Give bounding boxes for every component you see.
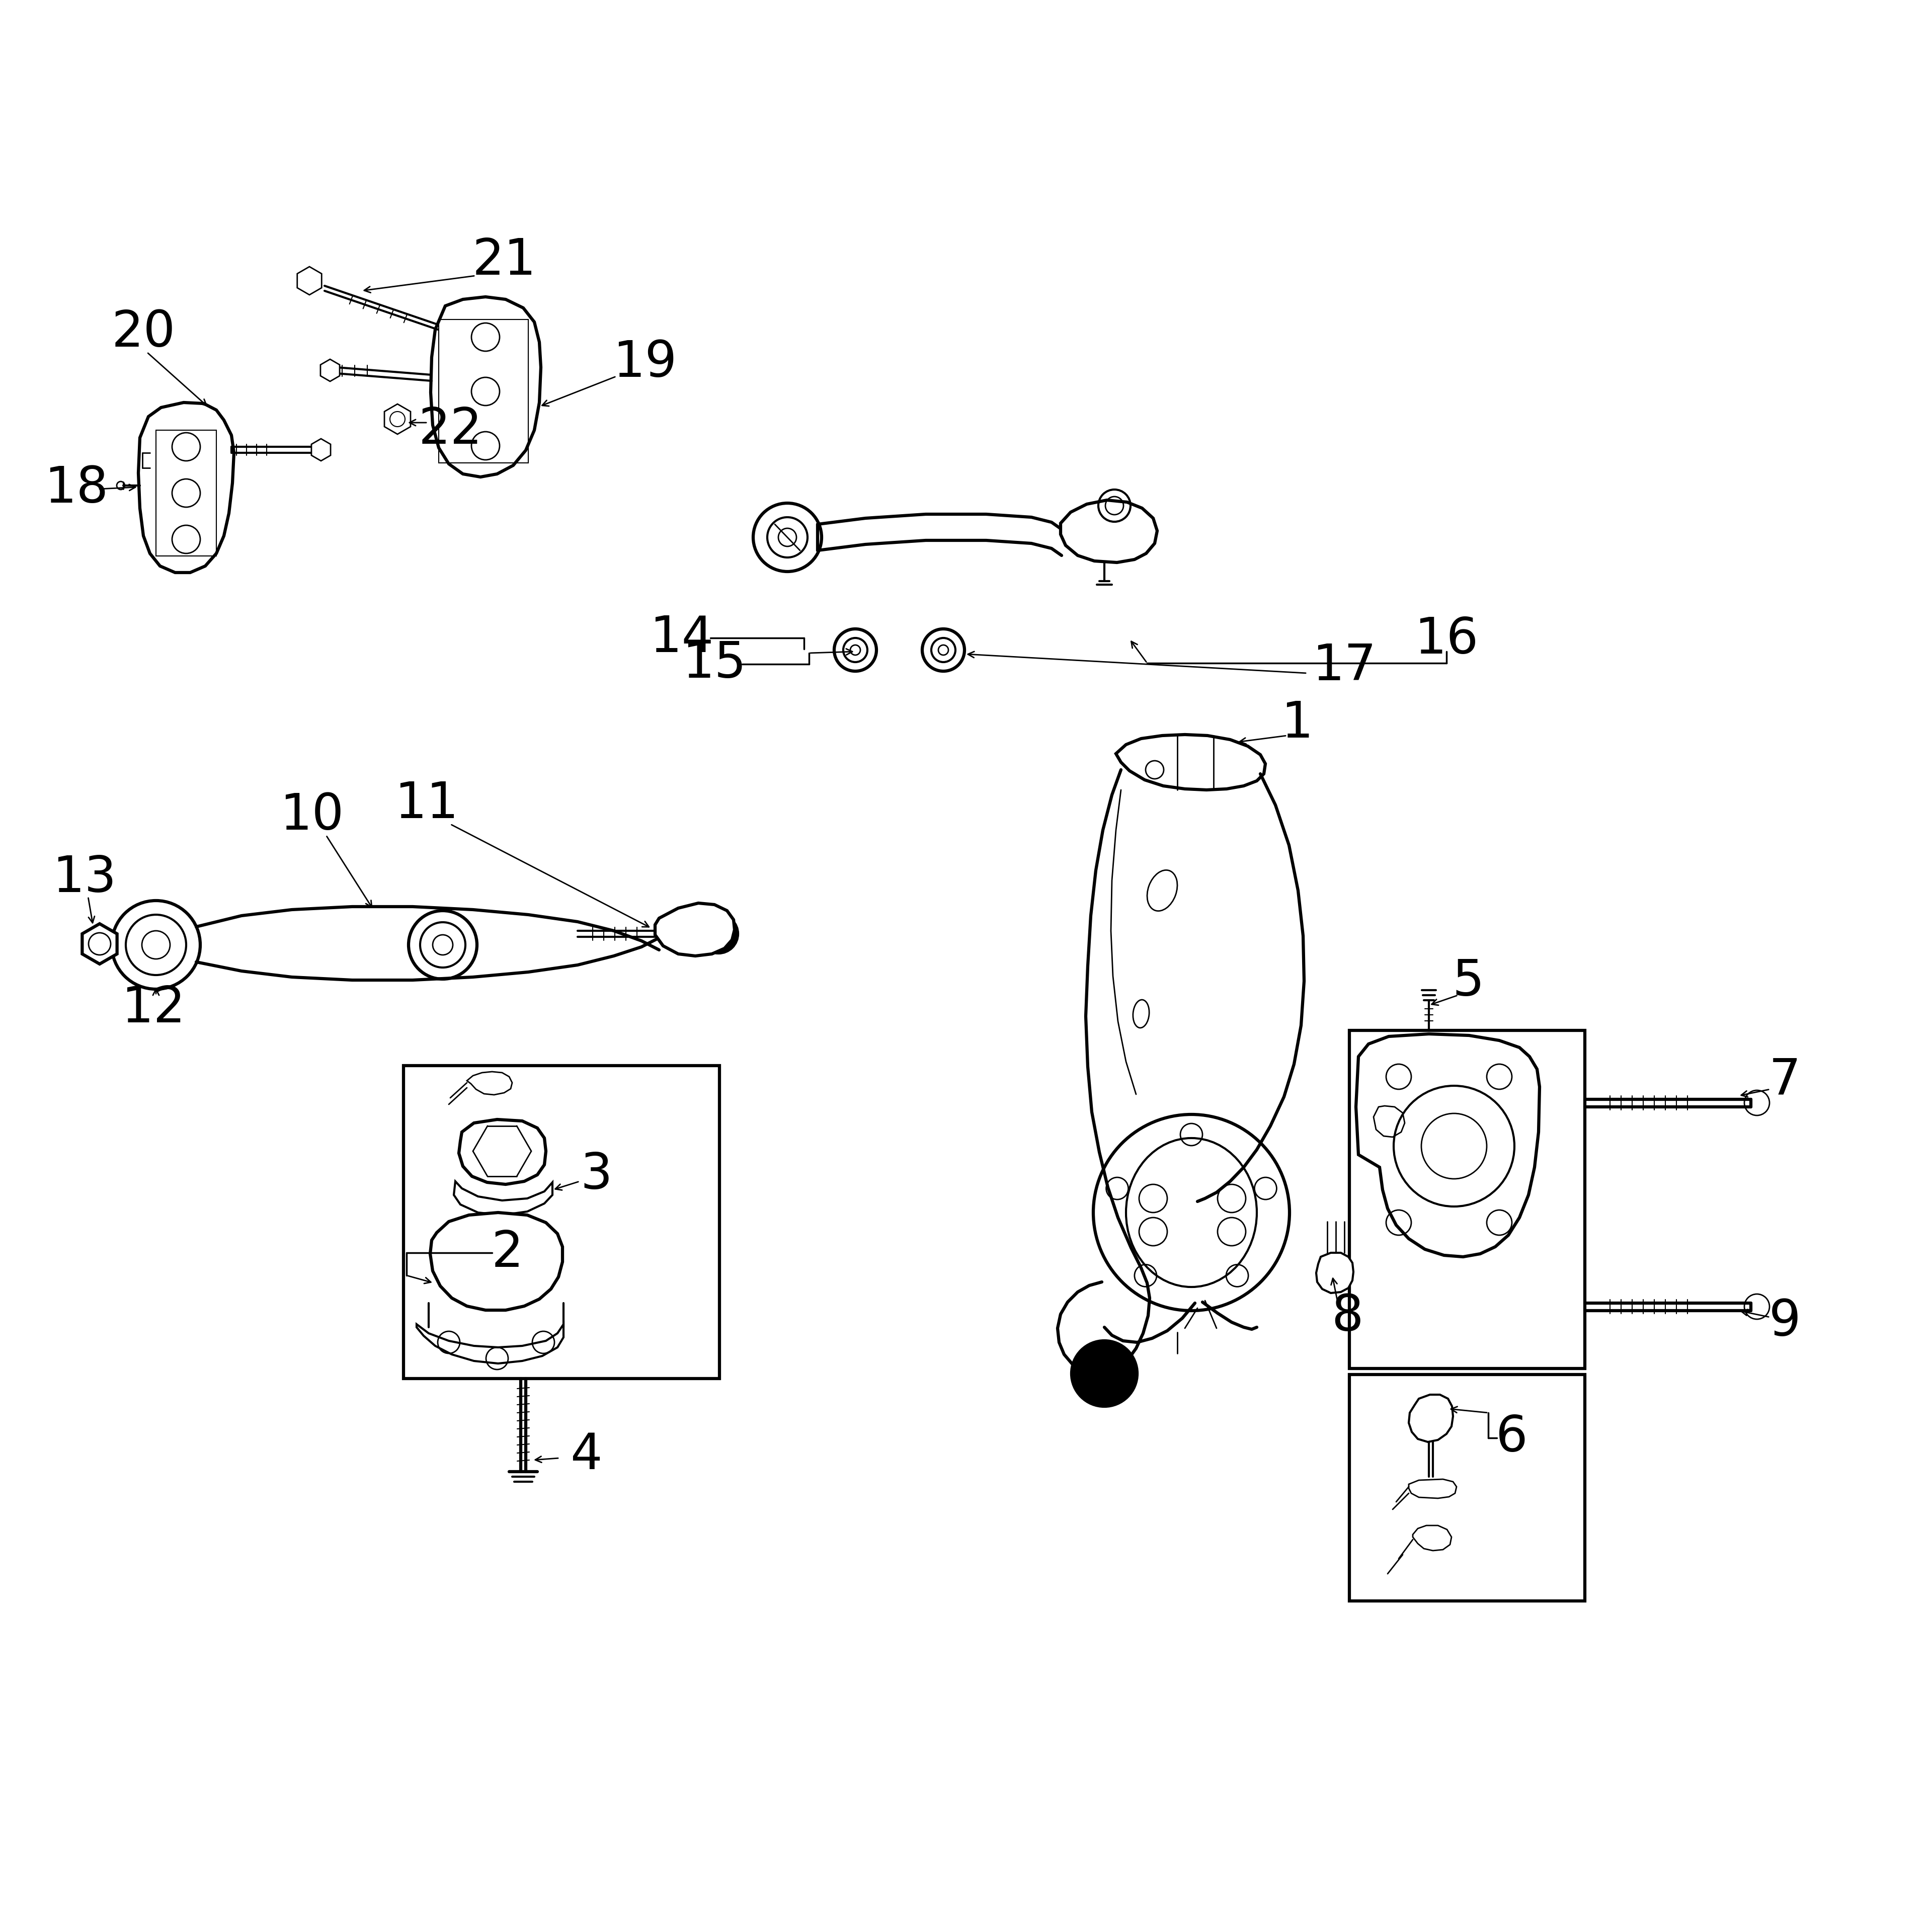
- Polygon shape: [655, 902, 734, 956]
- Polygon shape: [321, 359, 340, 381]
- Polygon shape: [454, 1180, 553, 1215]
- Polygon shape: [1117, 734, 1265, 790]
- Text: 2: 2: [491, 1229, 524, 1277]
- Polygon shape: [384, 404, 410, 435]
- Polygon shape: [431, 298, 541, 477]
- Text: 1: 1: [1281, 699, 1314, 748]
- Polygon shape: [1316, 1252, 1354, 1293]
- Polygon shape: [139, 402, 234, 572]
- Text: 8: 8: [1331, 1293, 1364, 1341]
- Circle shape: [1072, 1341, 1138, 1406]
- Text: 10: 10: [280, 792, 344, 840]
- Polygon shape: [311, 439, 330, 462]
- Text: 4: 4: [570, 1430, 603, 1480]
- Circle shape: [699, 914, 738, 952]
- Text: 13: 13: [52, 854, 116, 902]
- Polygon shape: [1061, 500, 1157, 562]
- Text: 12: 12: [122, 985, 185, 1034]
- Text: 20: 20: [112, 309, 176, 357]
- Text: 16: 16: [1414, 616, 1478, 665]
- Text: 14: 14: [649, 614, 713, 663]
- Text: 17: 17: [1312, 641, 1376, 692]
- Polygon shape: [1356, 1034, 1540, 1258]
- Text: 6: 6: [1495, 1414, 1528, 1463]
- Bar: [1349, 1030, 1584, 1368]
- Text: 19: 19: [612, 338, 676, 388]
- Polygon shape: [460, 1119, 547, 1184]
- Text: 9: 9: [1770, 1298, 1801, 1347]
- Text: 5: 5: [1453, 958, 1484, 1007]
- Text: 11: 11: [394, 781, 458, 829]
- Polygon shape: [83, 923, 118, 964]
- Text: 22: 22: [419, 406, 483, 454]
- Polygon shape: [298, 267, 321, 296]
- Text: 21: 21: [471, 236, 537, 286]
- Polygon shape: [417, 1323, 564, 1364]
- Text: 15: 15: [682, 639, 746, 688]
- Bar: [1349, 1374, 1584, 1602]
- Text: 7: 7: [1770, 1057, 1801, 1105]
- Polygon shape: [1408, 1395, 1453, 1441]
- Polygon shape: [431, 1213, 562, 1310]
- Text: 18: 18: [44, 464, 108, 514]
- Bar: [404, 1066, 719, 1379]
- Text: 3: 3: [580, 1150, 612, 1200]
